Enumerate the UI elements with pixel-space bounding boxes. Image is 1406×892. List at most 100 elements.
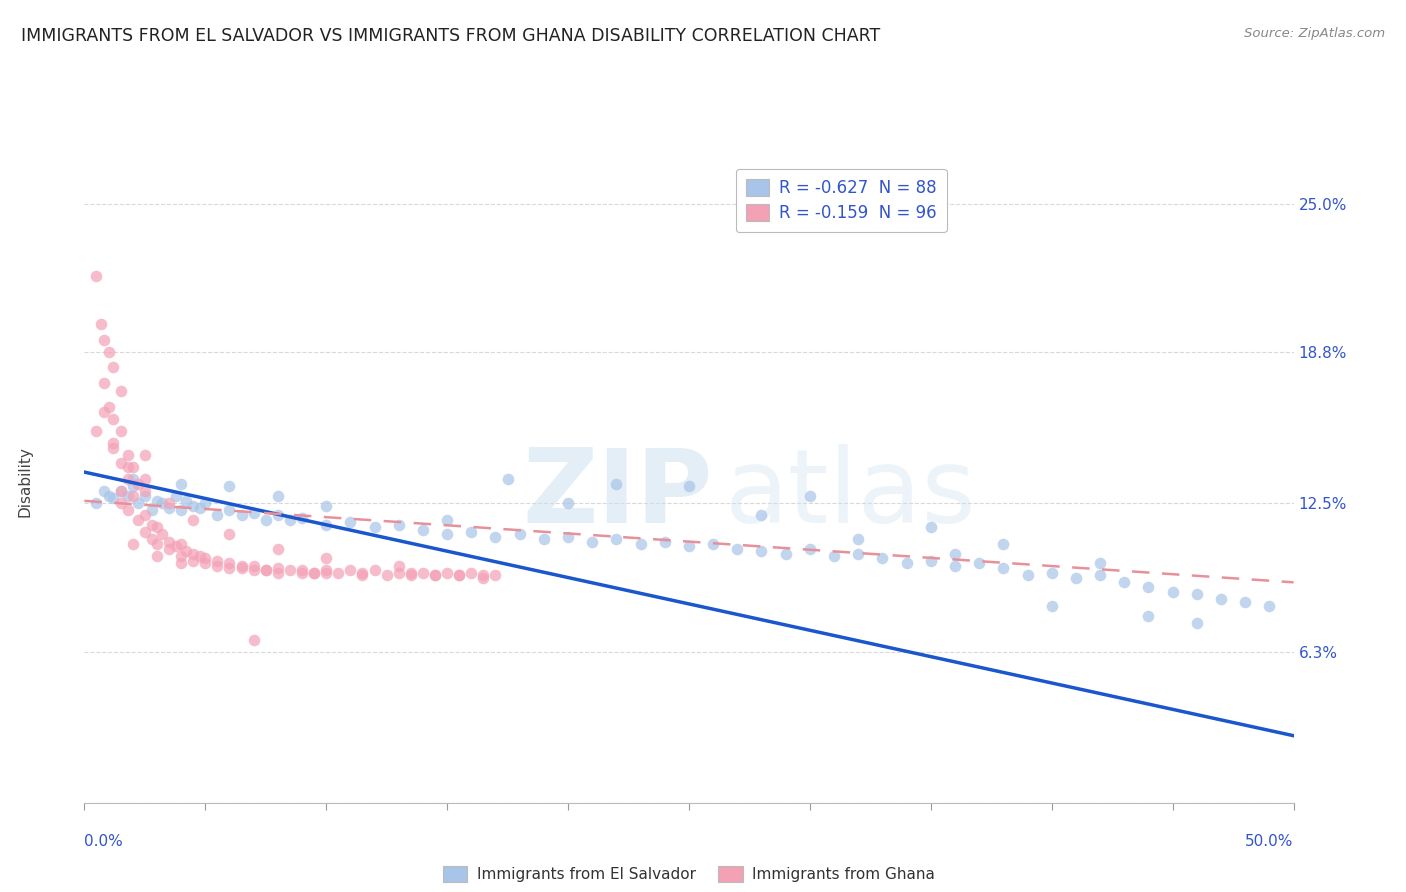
Text: Disability: Disability (18, 446, 32, 517)
Point (993, 537, 1015, 551)
Point (174, 493, 197, 508)
Point (181, 513, 204, 527)
Point (993, 561, 1015, 575)
Point (110, 496, 132, 510)
Point (823, 549, 845, 563)
Point (267, 489, 290, 503)
Legend: Immigrants from El Salvador, Immigrants from Ghana: Immigrants from El Salvador, Immigrants … (437, 860, 941, 888)
Point (775, 547, 797, 561)
Point (725, 541, 748, 556)
Point (110, 484, 132, 499)
Point (218, 527, 240, 541)
Point (484, 530, 506, 544)
Point (533, 532, 555, 546)
Point (194, 496, 217, 510)
Point (146, 493, 169, 508)
Point (190, 549, 212, 563)
Point (605, 532, 627, 546)
Point (1185, 587, 1208, 601)
Point (605, 477, 627, 491)
Point (1185, 616, 1208, 631)
Point (436, 566, 458, 580)
Point (181, 554, 204, 568)
Point (449, 568, 471, 582)
Text: IMMIGRANTS FROM EL SALVADOR VS IMMIGRANTS FROM GHANA DISABILITY CORRELATION CHAR: IMMIGRANTS FROM EL SALVADOR VS IMMIGRANT… (21, 27, 880, 45)
Point (93, 484, 115, 499)
Point (1088, 556, 1111, 570)
Point (110, 384, 132, 398)
Point (134, 448, 156, 462)
Point (449, 568, 471, 582)
Point (134, 489, 156, 503)
Point (352, 566, 374, 580)
Point (920, 520, 942, 534)
Text: atlas: atlas (725, 444, 977, 545)
Point (103, 441, 125, 455)
Point (1234, 594, 1257, 608)
Point (207, 554, 229, 568)
Point (218, 503, 240, 517)
Point (134, 472, 156, 486)
Point (174, 544, 197, 558)
Point (121, 537, 143, 551)
Point (267, 541, 290, 556)
Point (654, 534, 676, 549)
Point (231, 558, 253, 573)
Point (103, 436, 125, 450)
Point (339, 563, 361, 577)
Point (423, 568, 446, 582)
Point (141, 532, 163, 546)
Point (846, 547, 869, 561)
Point (121, 479, 143, 493)
Point (799, 489, 821, 503)
Point (328, 566, 350, 580)
Point (170, 477, 193, 491)
Point (117, 503, 139, 517)
Point (375, 568, 398, 582)
Point (412, 566, 434, 580)
Point (157, 541, 180, 556)
Point (278, 563, 301, 577)
Point (181, 547, 204, 561)
Text: Source: ZipAtlas.com: Source: ZipAtlas.com (1244, 27, 1385, 40)
Point (190, 501, 212, 516)
Point (291, 510, 314, 524)
Point (751, 508, 773, 523)
Point (1258, 599, 1281, 614)
Point (117, 448, 139, 462)
Point (872, 551, 894, 566)
Point (97, 489, 120, 503)
Point (315, 563, 337, 577)
Point (146, 549, 169, 563)
Point (339, 516, 361, 530)
Point (157, 534, 180, 549)
Point (86, 496, 108, 510)
Point (388, 517, 411, 532)
Point (1161, 585, 1184, 599)
Point (967, 556, 990, 570)
Point (134, 484, 156, 499)
Point (436, 527, 458, 541)
Point (1114, 575, 1136, 590)
Point (110, 456, 132, 470)
Point (1040, 599, 1063, 614)
Point (242, 506, 264, 520)
Point (1040, 566, 1063, 580)
Point (165, 540, 187, 554)
Text: 50.0%: 50.0% (1246, 834, 1294, 849)
Point (127, 513, 149, 527)
Point (799, 541, 821, 556)
Point (242, 563, 264, 577)
Point (472, 568, 495, 582)
Point (117, 460, 139, 475)
Point (896, 556, 918, 570)
Point (302, 566, 325, 580)
Text: 0.0%: 0.0% (84, 834, 124, 849)
Point (141, 503, 163, 517)
Point (1017, 568, 1039, 582)
Point (207, 508, 229, 523)
Point (1088, 568, 1111, 582)
Point (943, 558, 966, 573)
Point (412, 523, 434, 537)
Point (93, 376, 115, 391)
